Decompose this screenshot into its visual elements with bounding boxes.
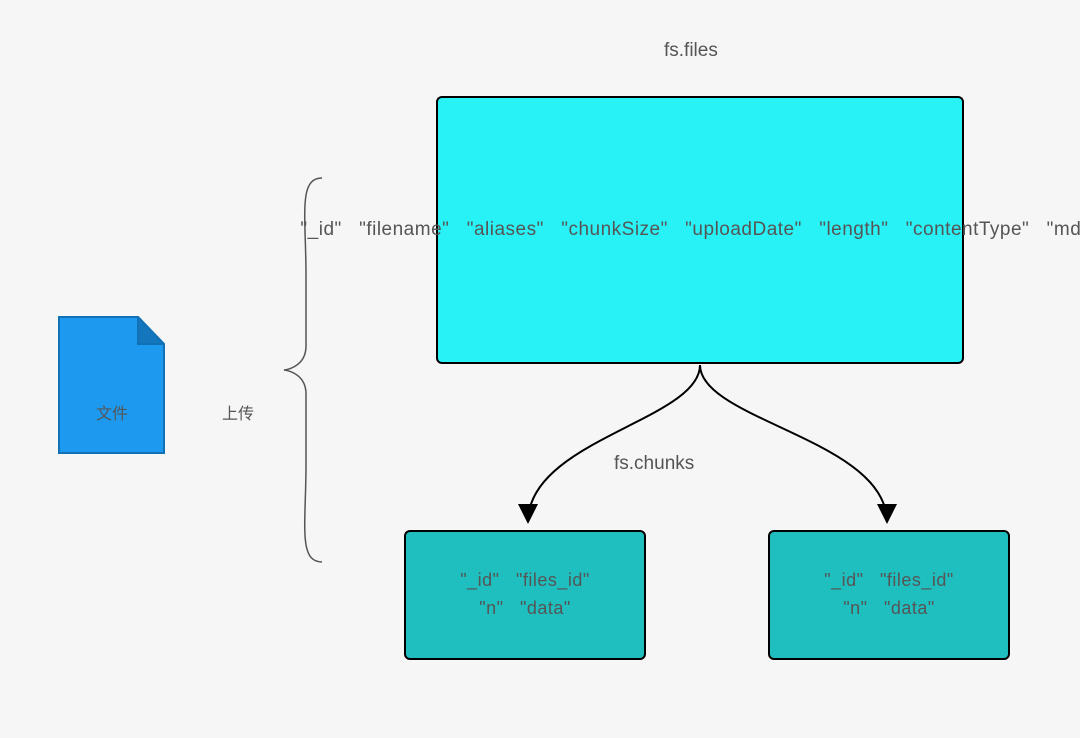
fs-chunk-fields: "_id" "files_id""n" "data" bbox=[824, 567, 954, 623]
fs-chunk-box-1: "_id" "files_id""n" "data" bbox=[404, 530, 646, 660]
fs-chunk-fields: "_id" "files_id""n" "data" bbox=[460, 567, 590, 623]
fs-chunk-box-2: "_id" "files_id""n" "data" bbox=[768, 530, 1010, 660]
fs-chunks-title: fs.chunks bbox=[614, 453, 694, 475]
diagram-canvas: 文件 上传 fs.files "_id" "filename" "aliases… bbox=[0, 0, 1080, 738]
